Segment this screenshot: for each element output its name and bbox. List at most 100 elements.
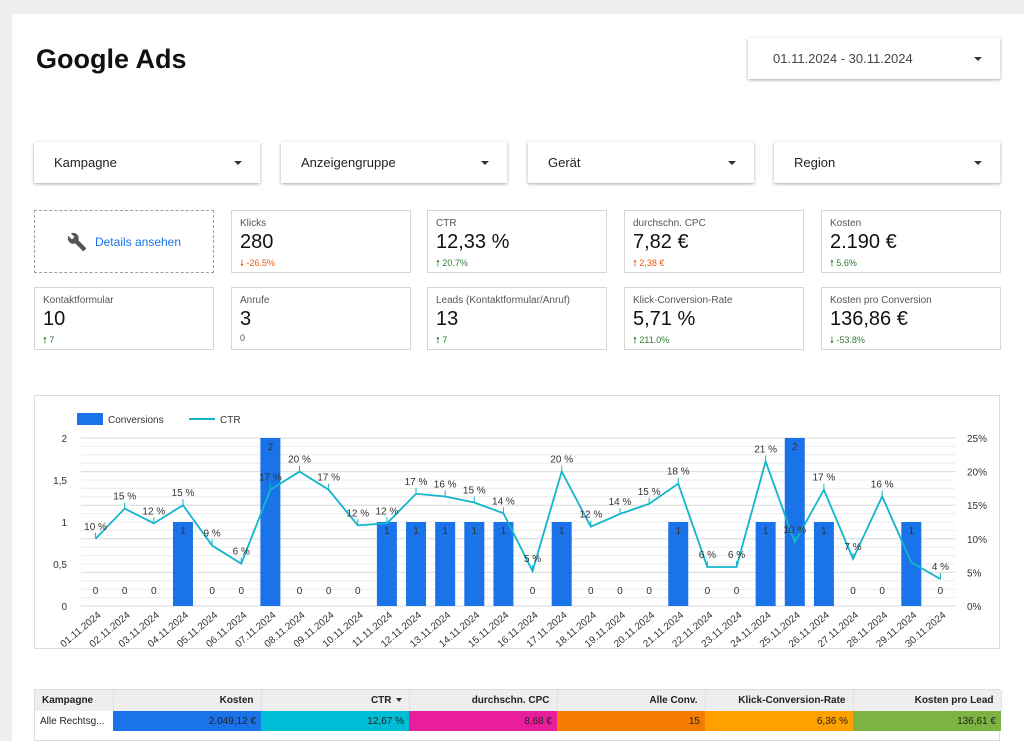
y-left-tick-label: 0 xyxy=(61,602,67,613)
line-value-label: 16 % xyxy=(871,479,894,490)
bar-value-label: 0 xyxy=(588,586,594,597)
line-value-label: 12 % xyxy=(579,510,602,521)
bar-value-label: 1 xyxy=(559,526,565,537)
table-cell: 15 xyxy=(557,711,705,731)
filter-region[interactable]: Region xyxy=(774,142,1000,183)
kpi-delta: 🠕 5.6% xyxy=(830,256,992,272)
column-header[interactable]: Klick-Conversion-Rate xyxy=(705,690,854,711)
kpi-card-anrufe: Anrufe 3 0 xyxy=(231,287,411,350)
legend-label-ctr: CTR xyxy=(220,415,241,426)
table-row[interactable]: Alle Rechtsg... 2.049,12 € 12,67 % 8,68 … xyxy=(35,711,1001,731)
column-header[interactable]: Alle Conv. xyxy=(557,690,706,711)
kpi-delta-value: 0 xyxy=(240,333,246,343)
kpi-delta-value: 211.0% xyxy=(639,335,670,345)
kpi-card-kosten: Kosten 2.190 € 🠕 5.6% xyxy=(821,210,1001,273)
details-link-label: Details ansehen xyxy=(94,234,182,249)
kpi-delta-value: 7 xyxy=(442,335,448,345)
table-cell: Alle Rechtsg... xyxy=(35,711,113,731)
table-cell: 8,68 € xyxy=(409,711,557,731)
kpi-label: Kontaktformular xyxy=(43,295,114,306)
line-value-label: 15 % xyxy=(638,487,661,498)
kpi-delta-value: 7 xyxy=(49,335,55,345)
table-cell: 12,67 % xyxy=(261,711,409,731)
bar-conversions xyxy=(784,438,805,606)
bar-value-label: 1 xyxy=(821,526,827,537)
kpi-delta-value: -26.5% xyxy=(246,258,275,268)
column-header[interactable]: Kampagne xyxy=(35,690,114,711)
kpi-value: 3 xyxy=(240,308,252,330)
kpi-label: durchschn. CPC xyxy=(633,218,706,229)
kpi-label: Leads (Kontaktformular/Anruf) xyxy=(436,295,570,306)
bar-value-label: 0 xyxy=(151,586,157,597)
date-range-picker[interactable]: 01.11.2024 - 30.11.2024 xyxy=(748,38,1000,79)
line-value-label: 15 % xyxy=(463,486,486,497)
bar-value-label: 1 xyxy=(763,526,769,537)
kpi-card-klicks: Klicks 280 🠗 -26.5% xyxy=(231,210,411,273)
kpi-value: 10 xyxy=(43,308,66,330)
campaign-table-grid: Kampagne Kosten CTR durchschn. CPC Alle … xyxy=(35,690,1002,731)
bar-value-label: 2 xyxy=(792,442,798,453)
kpi-value: 5,71 % xyxy=(633,308,696,330)
column-header-label: Klick-Conversion-Rate xyxy=(738,695,846,706)
y-right-tick-label: 15% xyxy=(967,501,987,512)
bar-value-label: 1 xyxy=(442,526,448,537)
bar-conversions xyxy=(435,522,456,606)
chevron-down-icon xyxy=(974,160,982,165)
bar-value-label: 0 xyxy=(122,586,128,597)
column-header-label: CTR xyxy=(370,695,392,706)
line-value-label: 6 % xyxy=(233,547,250,558)
filter-label: Region xyxy=(794,155,836,170)
filter-label: Anzeigengruppe xyxy=(301,155,396,170)
report-page: Google Ads 01.11.2024 - 30.11.2024 Kampa… xyxy=(12,14,1024,741)
arrow-up-icon: 🠕 xyxy=(633,335,640,345)
filter-geraet[interactable]: Gerät xyxy=(528,142,754,183)
table-cell: 6,36 % xyxy=(705,711,853,731)
bar-value-label: 0 xyxy=(617,586,623,597)
y-left-tick-label: 1 xyxy=(61,518,67,529)
y-right-tick-label: 25% xyxy=(967,434,987,445)
chevron-down-icon xyxy=(481,160,489,165)
details-link[interactable]: Details ansehen xyxy=(34,210,214,273)
y-left-tick-label: 0,5 xyxy=(53,560,67,571)
bar-conversions xyxy=(551,522,572,606)
line-value-label: 6 % xyxy=(699,550,716,561)
bar-value-label: 0 xyxy=(850,586,856,597)
bar-conversions xyxy=(406,522,427,606)
filter-anzeigengruppe[interactable]: Anzeigengruppe xyxy=(281,142,507,183)
line-value-label: 17 % xyxy=(405,477,428,488)
kpi-label: Kosten pro Conversion xyxy=(830,295,932,306)
arrow-down-icon: 🠗 xyxy=(830,335,837,345)
kpi-card-conversion-rate: Klick-Conversion-Rate 5,71 % 🠕 211.0% xyxy=(624,287,804,350)
column-header[interactable]: durchschn. CPC xyxy=(409,690,558,711)
line-value-label: 17 % xyxy=(259,473,282,484)
line-value-label: 7 % xyxy=(844,542,861,553)
bar-value-label: 0 xyxy=(93,586,99,597)
line-value-label: 10 % xyxy=(84,522,107,533)
bar-value-label: 0 xyxy=(938,586,944,597)
chart-svg: Conversions CTR00,511,520%5%10%15%20%25%0… xyxy=(53,413,987,650)
bar-value-label: 0 xyxy=(734,586,740,597)
bar-conversions xyxy=(493,522,514,606)
bar-value-label: 0 xyxy=(705,586,711,597)
kpi-card-kosten-pro-conversion: Kosten pro Conversion 136,86 € 🠗 -53.8% xyxy=(821,287,1001,350)
table-cell: 136,61 € xyxy=(853,711,1001,731)
wrench-icon xyxy=(67,232,87,251)
bar-value-label: 2 xyxy=(268,442,274,453)
column-header[interactable]: Kosten pro Lead xyxy=(853,690,1002,711)
column-header[interactable]: CTR xyxy=(261,690,410,711)
kpi-delta: 🠕 20.7% xyxy=(436,256,598,272)
kpi-card-cpc: durchschn. CPC 7,82 € 🠕 2,38 € xyxy=(624,210,804,273)
bar-value-label: 1 xyxy=(413,526,419,537)
y-right-tick-label: 0% xyxy=(967,602,982,613)
line-value-label: 9 % xyxy=(203,529,220,540)
arrow-up-icon: 🠕 xyxy=(633,258,640,268)
column-header[interactable]: Kosten xyxy=(113,690,262,711)
filter-kampagne[interactable]: Kampagne xyxy=(34,142,260,183)
y-right-tick-label: 20% xyxy=(967,468,987,479)
column-header-label: Kampagne xyxy=(42,695,94,706)
kpi-value: 2.190 € xyxy=(830,231,897,253)
kpi-card-leads: Leads (Kontaktformular/Anruf) 13 🠕 7 xyxy=(427,287,607,350)
bar-value-label: 0 xyxy=(238,586,244,597)
kpi-card-kontaktformular: Kontaktformular 10 🠕 7 xyxy=(34,287,214,350)
bar-value-label: 0 xyxy=(209,586,215,597)
